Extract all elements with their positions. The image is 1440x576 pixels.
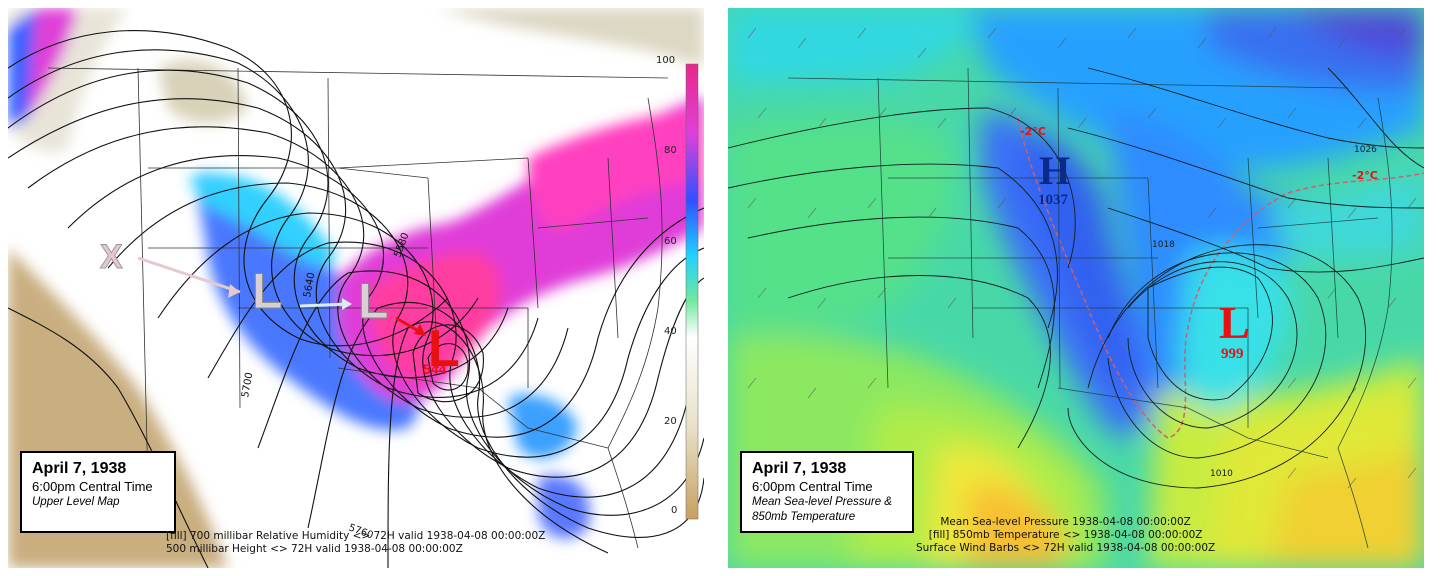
colorbar-tick: 20 bbox=[664, 416, 677, 427]
surface-map: -2°C -2°C 1026 1018 1010 H 1037 L 999 bbox=[728, 8, 1424, 568]
storm-track bbox=[137, 256, 426, 336]
low-position-2: L bbox=[358, 273, 389, 329]
isobar-label: 1018 bbox=[1152, 240, 1175, 250]
caption-line: [fill] 850mb Temperature <> 1938-04-08 0… bbox=[928, 529, 1203, 542]
map-subtitle: Upper Level Map bbox=[32, 496, 120, 509]
info-box: April 7, 1938 6:00pm Central Time Mean S… bbox=[740, 451, 914, 533]
humidity-colorbar bbox=[685, 63, 699, 520]
colorbar-tick: 40 bbox=[664, 326, 677, 337]
caption-line: [fill] 700 millibar Relative Humidity <>… bbox=[166, 530, 546, 542]
isobar-label: 1026 bbox=[1354, 145, 1377, 155]
map-date: April 7, 1938 bbox=[32, 460, 127, 477]
temp-label: -2°C bbox=[1020, 125, 1046, 138]
temp-label: -2°C bbox=[1352, 169, 1378, 182]
map-caption: [fill] 700 millibar Relative Humidity <>… bbox=[166, 530, 545, 556]
upper-level-map-panel: 5580 5640 5700 5760 X L L L 544 100 80 6… bbox=[8, 8, 704, 568]
isotherm-minus2 bbox=[1017, 117, 1424, 439]
colorbar-tick: 60 bbox=[664, 236, 677, 247]
state-borders bbox=[787, 67, 1393, 549]
isobars bbox=[728, 67, 1424, 489]
low-pressure-symbol: L bbox=[428, 320, 460, 378]
colorbar-tick: 0 bbox=[671, 505, 678, 516]
map-time: 6:00pm Central Time bbox=[752, 479, 873, 494]
upper-level-map: 5580 5640 5700 5760 X L L L 544 bbox=[8, 8, 704, 568]
surface-map-panel: -2°C -2°C 1026 1018 1010 H 1037 L 999 Ap… bbox=[728, 8, 1424, 568]
high-pressure-value: 1037 bbox=[1038, 192, 1069, 208]
map-subtitle: 850mb Temperature bbox=[752, 510, 856, 523]
caption-line: Mean Sea-level Pressure 1938-04-08 00:00… bbox=[940, 516, 1191, 528]
map-caption: Mean Sea-level Pressure 1938-04-08 00:00… bbox=[916, 516, 1215, 555]
caption-line: Surface Wind Barbs <> 72H valid 1938-04-… bbox=[916, 542, 1216, 555]
map-time: 6:00pm Central Time bbox=[32, 479, 153, 494]
low-pressure-value: 999 bbox=[1221, 346, 1244, 362]
track-start-symbol: X bbox=[100, 238, 123, 276]
caption-line: 500 millibar Height <> 72H valid 1938-04… bbox=[166, 543, 463, 556]
map-subtitle: Mean Sea-level Pressure & bbox=[752, 496, 892, 509]
height-contours bbox=[8, 30, 704, 568]
low-pressure-symbol: L bbox=[1219, 297, 1250, 348]
info-box: April 7, 1938 6:00pm Central Time Upper … bbox=[20, 451, 176, 533]
low-height-value: 544 bbox=[423, 361, 447, 377]
high-pressure-symbol: H bbox=[1039, 148, 1070, 193]
map-date: April 7, 1938 bbox=[752, 460, 847, 477]
contour-label: 5640 bbox=[302, 272, 317, 299]
colorbar-tick: 80 bbox=[664, 145, 677, 156]
low-position-1: L bbox=[252, 263, 283, 319]
contour-label: 5700 bbox=[240, 372, 255, 399]
isobar-label: 1010 bbox=[1210, 469, 1233, 479]
colorbar-tick: 100 bbox=[656, 55, 676, 66]
wind-barbs bbox=[747, 27, 1417, 489]
state-borders bbox=[47, 67, 669, 549]
